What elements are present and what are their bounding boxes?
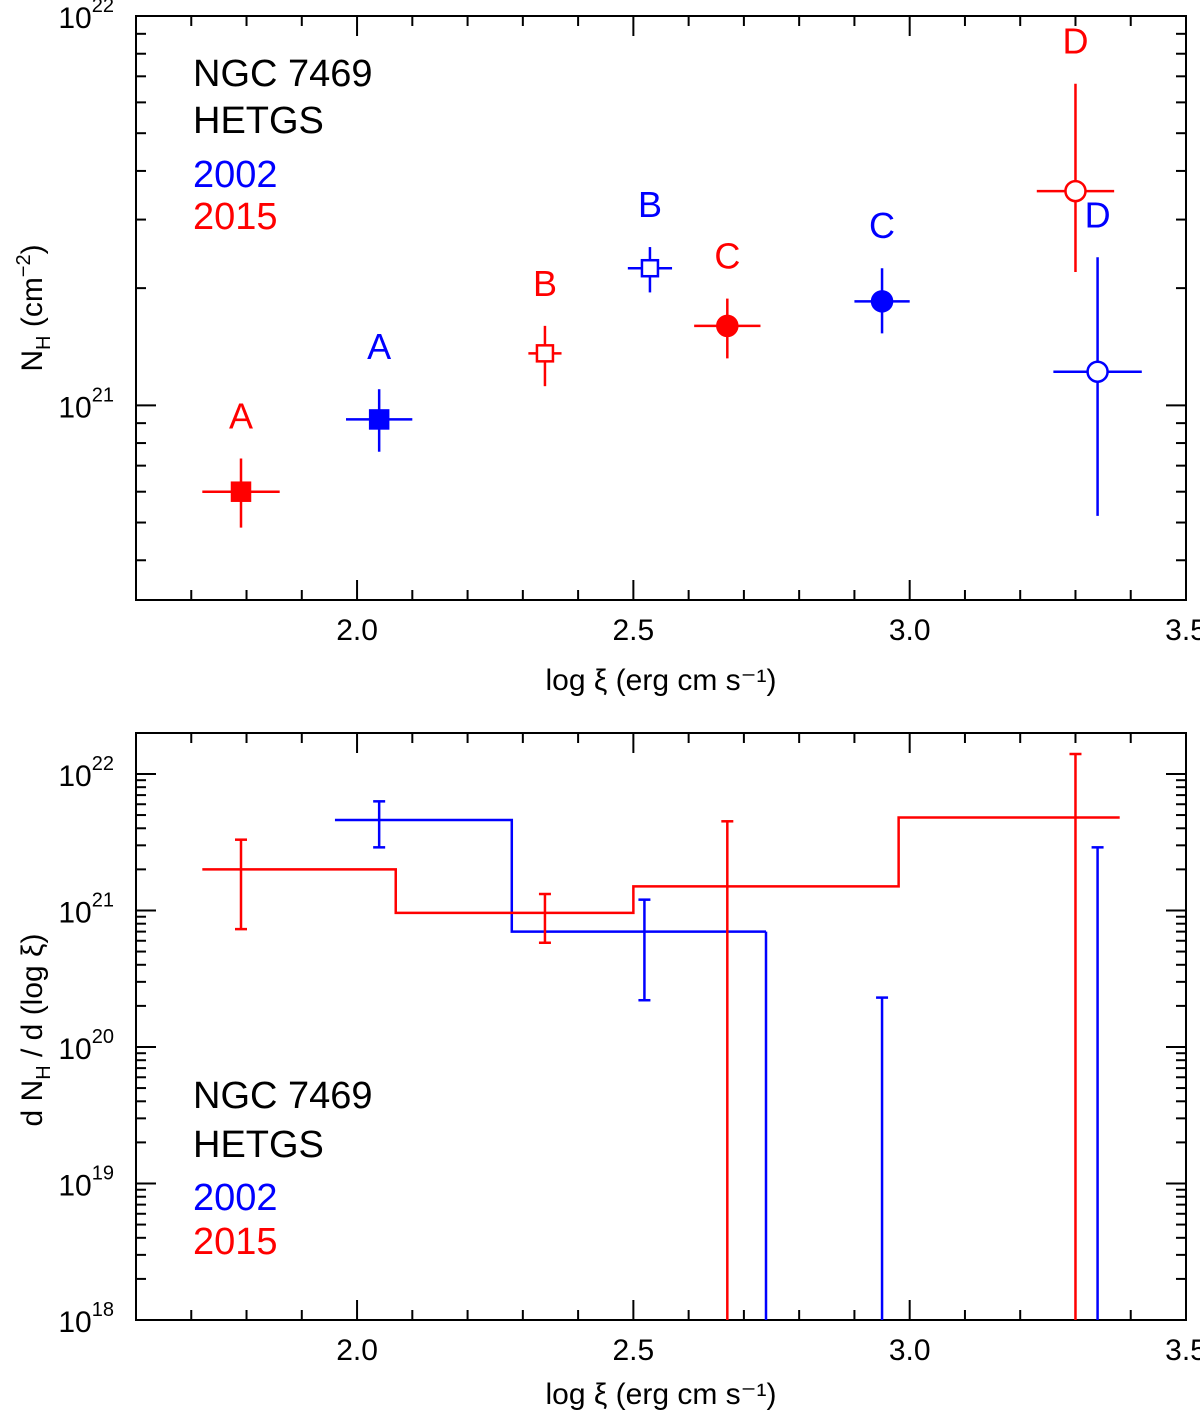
top-y-tick-label: 1022 <box>58 0 114 35</box>
top-point-2002-D: D <box>1053 194 1142 516</box>
top-y-axis-label: NH (cm−2) <box>13 244 55 371</box>
circle-marker <box>716 314 739 338</box>
top-x-axis-label: log ξ (erg cm s⁻¹) <box>546 664 777 697</box>
bottom-series-2015 <box>202 752 1120 1320</box>
bottom-y-tick-label: 1021 <box>58 889 114 929</box>
bottom-y-tick-label: 1019 <box>58 1162 114 1202</box>
step-line <box>334 818 766 933</box>
point-label: A <box>367 326 391 367</box>
top-y-label-sup: −2 <box>13 254 35 277</box>
point-label: C <box>714 236 740 277</box>
bottom-legend-year-2015: 2015 <box>193 1221 278 1263</box>
square-marker <box>535 344 555 363</box>
bottom-legend-instrument: HETGS <box>193 1124 324 1166</box>
top-x-tick-label: 3.0 <box>889 614 931 647</box>
top-x-tick-label: 3.5 <box>1165 614 1200 647</box>
bottom-y-tick-label: 1022 <box>58 753 114 793</box>
top-point-2002-A: A <box>346 326 413 452</box>
step-line <box>202 816 1120 915</box>
circle-marker <box>1086 360 1109 383</box>
bottom-y-tick-label: 1020 <box>58 1026 114 1066</box>
bottom-plot-frame <box>135 732 1187 1321</box>
top-x-tick-label: 2.5 <box>613 614 655 647</box>
top-point-2015-D: D <box>1036 21 1115 273</box>
bottom-legend: NGC 7469 HETGS 2002 2015 <box>193 1075 373 1263</box>
bottom-y-label-dn: d N <box>16 1080 49 1127</box>
top-x-tick-label: 2.0 <box>336 614 378 647</box>
top-y-label-unit: (cm <box>16 277 49 335</box>
square-marker <box>230 481 252 502</box>
bottom-legend-year-2002: 2002 <box>193 1177 278 1219</box>
bottom-x-axis-label: log ξ (erg cm s⁻¹) <box>546 1378 777 1411</box>
bottom-y-tick-label: 1018 <box>58 1299 114 1339</box>
bottom-x-tick-label: 2.5 <box>613 1334 655 1367</box>
circle-marker <box>870 290 894 313</box>
circle-marker <box>1064 179 1087 203</box>
point-label: D <box>1085 194 1111 235</box>
top-legend-instrument: HETGS <box>193 100 324 142</box>
top-point-2002-C: C <box>854 205 910 334</box>
top-y-tick-label: 1021 <box>58 384 114 424</box>
bottom-x-tick-label: 3.5 <box>1165 1334 1200 1367</box>
top-y-label-close: ) <box>16 244 49 254</box>
top-plot-frame <box>135 15 1187 601</box>
top-legend-title: NGC 7469 <box>193 53 373 95</box>
point-label: A <box>229 396 253 437</box>
top-point-2015-B: B <box>528 263 562 387</box>
point-label: C <box>869 205 895 246</box>
bottom-y-axis-label: d NH / d (log ξ) <box>16 934 55 1127</box>
bottom-series-2002 <box>334 800 1104 1320</box>
bottom-x-tick-label: 2.0 <box>336 1334 378 1367</box>
top-point-2015-C: C <box>694 236 761 359</box>
bottom-marks <box>202 752 1120 1320</box>
top-ticks: 2.0 2.5 3.0 3.5 1021 1022 <box>58 0 1200 647</box>
top-marks: A B C D A B C D <box>202 21 1142 528</box>
top-y-label-n: N <box>16 350 49 372</box>
bottom-ticks: 2.0 2.5 3.0 3.5 1018 1019 1020 1021 1022 <box>58 733 1200 1367</box>
top-legend: NGC 7469 HETGS 2002 2015 <box>193 53 373 238</box>
top-point-2002-B: B <box>627 184 673 293</box>
bottom-y-label-rest: / d (log ξ) <box>16 934 49 1066</box>
bottom-x-tick-label: 3.0 <box>889 1334 931 1367</box>
point-label: B <box>533 263 557 304</box>
top-legend-year-2015: 2015 <box>193 196 278 238</box>
bottom-legend-title: NGC 7469 <box>193 1075 373 1117</box>
top-point-2015-A: A <box>202 396 280 528</box>
top-panel: 2.0 2.5 3.0 3.5 1021 1022 A B C D A B C D NGC 7469 H… <box>13 0 1200 697</box>
square-marker <box>368 409 390 430</box>
point-label: B <box>638 184 662 225</box>
top-y-label-sub: H <box>33 336 55 350</box>
point-label: D <box>1062 21 1088 62</box>
bottom-y-label-sub: H <box>33 1065 55 1079</box>
bottom-panel: 2.0 2.5 3.0 3.5 1018 1019 1020 1021 1022 NGC 746… <box>16 732 1200 1411</box>
square-marker <box>640 258 660 278</box>
top-legend-year-2002: 2002 <box>193 154 278 196</box>
